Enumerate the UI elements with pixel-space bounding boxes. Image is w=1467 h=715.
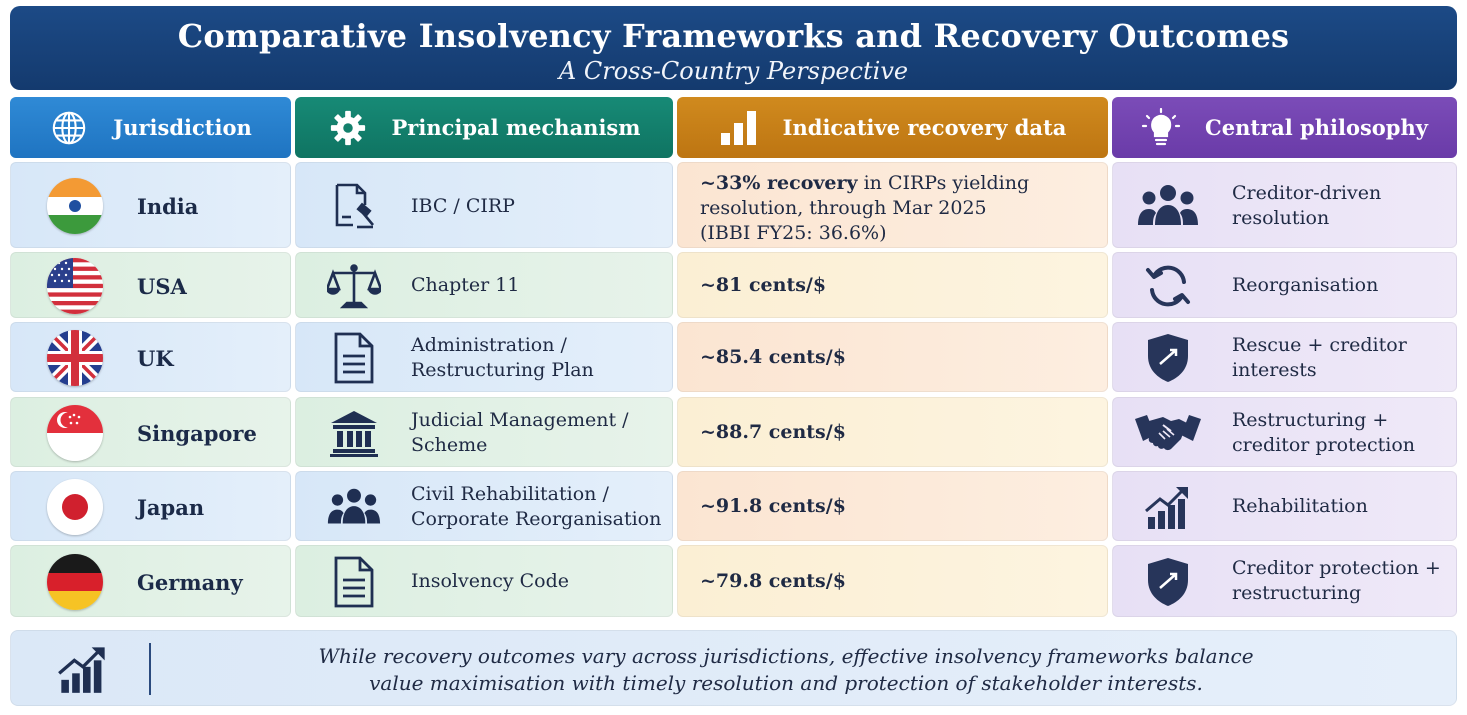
- recovery-value: ~33% recovery: [700, 172, 858, 194]
- country-name: UK: [137, 346, 174, 371]
- column-header-label: Central philosophy: [1205, 115, 1428, 140]
- shield-icon: [1135, 554, 1201, 610]
- table-row-mechanism: Chapter 11: [295, 252, 673, 318]
- scales-icon: [326, 258, 382, 314]
- table-row-country: Japan: [10, 471, 291, 541]
- uk-flag-icon: [47, 330, 103, 386]
- usa-flag-icon: [47, 258, 103, 314]
- table-row-recovery: ~79.8 cents/$: [677, 545, 1108, 617]
- table-row-philosophy: Rescue + creditor interests: [1112, 322, 1457, 392]
- gear-icon: [328, 108, 368, 148]
- table-row-recovery: ~33% recovery in CIRPs yielding resoluti…: [677, 162, 1108, 248]
- table-row-mechanism: Judicial Management / Scheme: [295, 397, 673, 467]
- table-row-philosophy: Reorganisation: [1112, 252, 1457, 318]
- table-row-recovery: ~91.8 cents/$: [677, 471, 1108, 541]
- recovery-detail: in CIRPs yielding resolution, through Ma…: [700, 172, 1030, 219]
- philosophy-text: Rehabilitation: [1232, 495, 1368, 517]
- growth-chart-icon: [1135, 479, 1201, 535]
- country-name: India: [137, 194, 199, 219]
- recovery-text: ~81 cents/$: [700, 273, 826, 298]
- table-row-recovery: ~88.7 cents/$: [677, 397, 1108, 467]
- india-flag-icon: [47, 178, 103, 234]
- handshake-icon: [1135, 405, 1201, 461]
- title-banner: Comparative Insolvency Frameworks and Re…: [10, 6, 1457, 90]
- footer-note: While recovery outcomes vary across juri…: [10, 630, 1457, 706]
- mechanism-text: Administration / Restructuring Plan: [411, 334, 594, 381]
- column-header-label: Indicative recovery data: [782, 115, 1067, 140]
- recovery-value: ~79.8 cents/$: [700, 570, 846, 592]
- recovery-text: ~79.8 cents/$: [700, 569, 846, 594]
- column-header-philosophy: Central philosophy: [1112, 97, 1457, 158]
- footer-text: While recovery outcomes vary across juri…: [191, 643, 1381, 697]
- table-row-mechanism: Insolvency Code: [295, 545, 673, 617]
- country-name: Germany: [137, 570, 243, 595]
- shield-icon: [1135, 330, 1201, 386]
- column-header-mechanism: Principal mechanism: [295, 97, 673, 158]
- recovery-value: ~85.4 cents/$: [700, 346, 846, 368]
- growth-chart-icon: [55, 643, 111, 695]
- recovery-text: ~88.7 cents/$: [700, 420, 846, 445]
- people-group-icon: [1135, 178, 1201, 234]
- country-name: Japan: [137, 495, 205, 520]
- recovery-value: ~91.8 cents/$: [700, 495, 846, 517]
- mechanism-text: Judicial Management / Scheme: [411, 409, 629, 456]
- country-name: USA: [137, 274, 187, 299]
- japan-flag-icon: [47, 479, 103, 535]
- germany-flag-icon: [47, 554, 103, 610]
- footer-divider: [149, 643, 151, 695]
- courthouse-icon: [326, 405, 382, 461]
- recovery-note: (IBBI FY25: 36.6%): [700, 222, 887, 244]
- globe-icon: [49, 108, 89, 148]
- recovery-value: ~81 cents/$: [700, 274, 827, 296]
- mechanism-text: IBC / CIRP: [411, 195, 515, 217]
- philosophy-text: Creditor protection + restructuring: [1232, 557, 1441, 604]
- mechanism-text: Insolvency Code: [411, 570, 570, 592]
- document-icon: [326, 554, 382, 610]
- table-row-philosophy: Restructuring + creditor protection: [1112, 397, 1457, 467]
- country-name: Singapore: [137, 421, 257, 446]
- philosophy-text: Creditor-driven resolution: [1232, 182, 1382, 229]
- column-header-label: Principal mechanism: [391, 115, 641, 140]
- footer-line-1: While recovery outcomes vary across juri…: [318, 644, 1254, 668]
- column-header-recovery: Indicative recovery data: [677, 97, 1108, 158]
- table-row-recovery: ~81 cents/$: [677, 252, 1108, 318]
- table-row-country: Singapore: [10, 397, 291, 467]
- recovery-text: ~85.4 cents/$: [700, 345, 846, 370]
- philosophy-text: Reorganisation: [1232, 274, 1379, 296]
- mechanism-text: Chapter 11: [411, 274, 520, 296]
- column-header-jurisdiction: Jurisdiction: [10, 97, 291, 158]
- table-row-mechanism: IBC / CIRP: [295, 162, 673, 248]
- table-row-country: Germany: [10, 545, 291, 617]
- table-row-mechanism: Civil Rehabilitation / Corporate Reorgan…: [295, 471, 673, 541]
- mechanism-text: Civil Rehabilitation / Corporate Reorgan…: [411, 483, 662, 530]
- table-row-country: UK: [10, 322, 291, 392]
- table-row-mechanism: Administration / Restructuring Plan: [295, 322, 673, 392]
- recovery-value: ~88.7 cents/$: [700, 421, 846, 443]
- document-gavel-icon: [326, 178, 382, 234]
- table-row-recovery: ~85.4 cents/$: [677, 322, 1108, 392]
- table-row-philosophy: Creditor-driven resolution: [1112, 162, 1457, 248]
- recovery-text: ~91.8 cents/$: [700, 494, 846, 519]
- table-row-philosophy: Creditor protection + restructuring: [1112, 545, 1457, 617]
- document-icon: [326, 330, 382, 386]
- footer-line-2: value maximisation with timely resolutio…: [369, 671, 1203, 695]
- table-row-country: USA: [10, 252, 291, 318]
- page-title: Comparative Insolvency Frameworks and Re…: [177, 17, 1290, 55]
- singapore-flag-icon: [47, 405, 103, 461]
- lightbulb-icon: [1141, 107, 1181, 148]
- column-header-label: Jurisdiction: [113, 115, 252, 140]
- table-row-philosophy: Rehabilitation: [1112, 471, 1457, 541]
- recovery-text: ~33% recovery in CIRPs yielding resoluti…: [700, 171, 1100, 246]
- refresh-icon: [1135, 258, 1201, 314]
- table-row-country: India: [10, 162, 291, 248]
- page-subtitle: A Cross-Country Perspective: [558, 57, 909, 85]
- bar-chart-icon: [719, 108, 759, 148]
- philosophy-text: Restructuring + creditor protection: [1232, 409, 1415, 456]
- philosophy-text: Rescue + creditor interests: [1232, 334, 1407, 381]
- people-group-icon: [326, 479, 382, 535]
